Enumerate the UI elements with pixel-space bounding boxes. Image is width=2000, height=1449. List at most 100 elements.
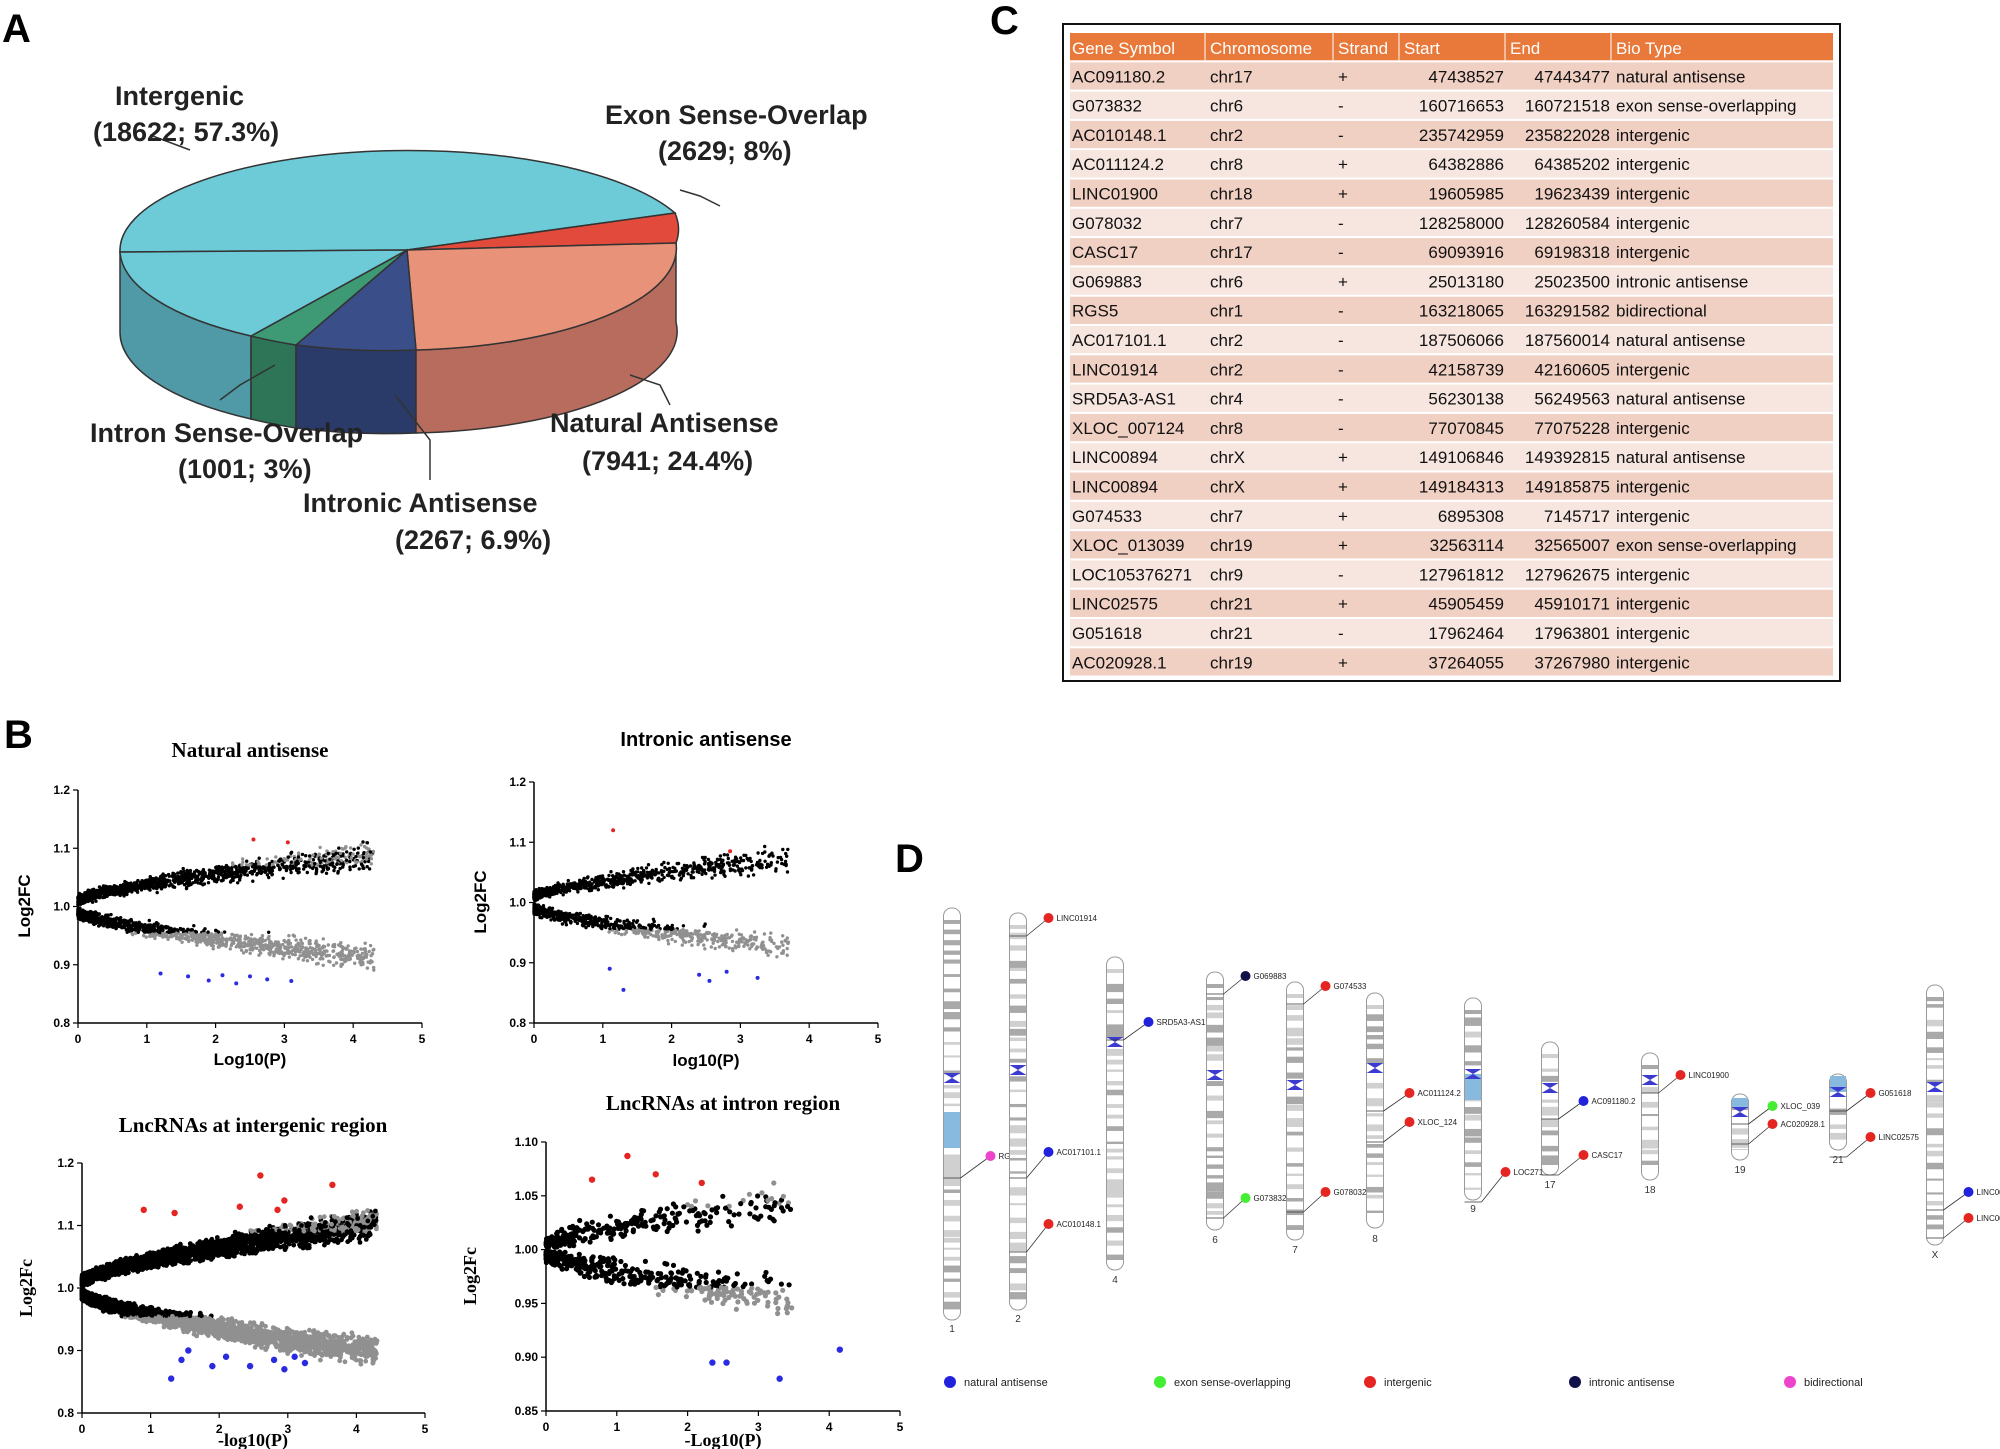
x-axis-label: -log10(P) [218,1430,288,1449]
scatter-point [107,924,111,928]
scatter-point [274,855,278,859]
scatter-point [364,857,369,861]
scatter-point [83,910,87,914]
scatter-point [160,877,164,881]
scatter-point [296,957,301,961]
table-cell: chrX [1210,448,1245,467]
scatter-point [294,938,298,942]
scatter-point [721,858,725,862]
scatter-point [231,863,235,867]
scatter-point [722,853,726,857]
scatter-point [97,924,101,928]
scatter-point [223,865,227,870]
scatter-point [566,878,570,883]
scatter-point [190,928,194,932]
sig-down-point [697,972,702,977]
scatter-point [313,861,317,866]
scatter-point [92,887,96,891]
table-row-bg [1070,531,1833,559]
pie-label-natural-name: Natural Antisense [550,408,779,438]
y-tick-label: 0.8 [57,1406,74,1420]
scatter-point [187,876,191,880]
scatter-point [304,864,308,869]
scatter-point [716,939,720,944]
scatter-point [229,867,233,871]
scatter-point [696,942,700,947]
table-cell: 7145717 [1544,507,1610,526]
scatter-point [356,846,360,850]
scatter-point [752,930,757,934]
scatter-point [241,951,246,955]
table-row-bg [1070,150,1833,178]
scatter-point [289,850,294,854]
x-tick-label: 4 [353,1422,360,1436]
scatter-point [780,940,784,944]
scatter-point [221,878,225,882]
scatter-point [237,936,241,941]
scatter-point [545,914,550,918]
scatter-point [730,939,735,944]
scatter-point [260,934,265,938]
scatter-point [180,940,184,944]
scatter-point [299,947,303,952]
scatter-point [261,865,266,869]
scatter-point [650,873,654,878]
table-cell: chr4 [1210,390,1243,409]
sig-down-point [206,978,211,983]
scatter-point [539,891,543,896]
scatter-point [346,944,350,948]
scatter-point [341,847,345,851]
scatter-point [592,880,596,884]
scatter-point [669,927,674,932]
scatter-point [348,846,353,850]
scatter-point [340,962,345,966]
scatter-point [287,946,291,950]
table-cell: 160721518 [1525,97,1610,116]
scatter-point [161,884,165,888]
table-cell: chr2 [1210,360,1243,379]
scatter-point [544,894,548,898]
scatter-point [589,888,594,893]
table-cell: 32565007 [1534,536,1610,555]
scatter-point [297,867,301,871]
scatter-point [645,930,649,935]
gene-table: Gene Symbol Chromosome Strand Start End Bio T… [1070,33,1833,676]
scatter-point [214,866,218,870]
table-cell: - [1338,243,1344,262]
scatter-point [586,875,590,879]
scatter-point [367,949,371,954]
scatter-point [363,947,367,952]
scatter-point [606,923,610,927]
scatter-point [248,870,252,875]
scatter-point [320,870,324,874]
scatter-point [174,878,178,882]
scatter-point [292,934,297,938]
scatter-point [730,933,734,937]
scatter-point [112,925,117,929]
scatter-point [286,948,290,952]
table-row-bg [1070,326,1833,354]
scatter-point [254,938,258,942]
scatter-point [365,841,370,845]
scatter-point [621,870,626,874]
scatter-point [181,876,185,881]
scatter-point [672,876,676,880]
scatter-point [354,854,358,859]
scatter-point [217,943,221,948]
scatter-point [332,955,336,959]
y-tick-label: 0.9 [53,958,70,972]
table-cell: XLOC_007124 [1072,419,1184,438]
table-header-cell: Bio Type [1616,39,1682,58]
scatter-point [618,919,622,923]
scatter-point [169,933,173,937]
scatter-point [314,867,319,871]
scatter-point [607,930,611,934]
scatter-point [364,952,368,956]
scatter-point [755,945,760,949]
scatter-point [326,943,330,947]
scatter-point [661,936,665,940]
scatter-point [139,888,144,892]
scatter-point [739,933,744,937]
scatter-point [366,847,371,851]
